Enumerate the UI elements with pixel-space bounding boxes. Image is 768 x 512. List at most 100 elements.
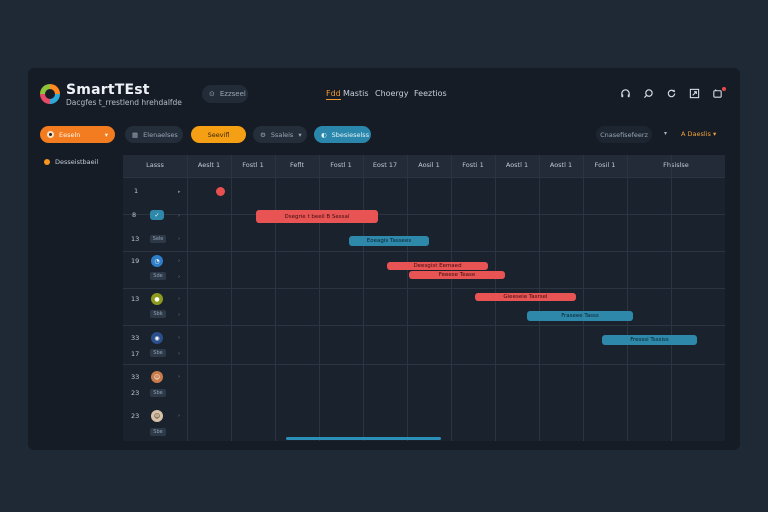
row-tag: Sbe (150, 389, 166, 397)
filter1-label: Eeseln (59, 130, 81, 139)
row-number: 13 (131, 295, 140, 303)
app-name: SmartTEst (66, 82, 150, 98)
task-bar[interactable]: Eoeagis Tassees (349, 236, 429, 246)
column-header[interactable]: Aosil 1 (418, 161, 440, 169)
view-filter-label: Cnasefisefeerz (600, 130, 648, 139)
chevron-down-icon: ▾ (104, 130, 108, 139)
nav-item-1[interactable]: Fdd (326, 89, 341, 100)
filter-button-2[interactable]: ▦ Elenaelses (125, 126, 183, 143)
chevron-down-icon: ▾ (298, 130, 302, 139)
row-tag: Sde (150, 272, 166, 280)
task-bar[interactable]: Fresssi Tsssiss (602, 335, 697, 345)
column-header[interactable]: Feflt (289, 161, 305, 169)
grid-divider (275, 155, 276, 441)
view-filter-button[interactable]: Cnasefisefeerz (596, 126, 652, 143)
task-bar[interactable]: Dsegrie t beeil B Sessal (256, 210, 378, 223)
refresh-icon[interactable] (664, 86, 678, 100)
row-expand-icon[interactable]: › (178, 274, 180, 280)
grid-divider (187, 155, 188, 441)
column-header[interactable]: Aeslt 1 (197, 161, 221, 169)
search-button[interactable]: ⊙ Ezzseel (202, 85, 248, 103)
avatar: ● (151, 293, 163, 305)
grid-row-divider (123, 325, 725, 326)
headphones-icon[interactable] (618, 86, 632, 100)
column-header[interactable]: Eost 17 (372, 161, 398, 169)
share-icon[interactable] (687, 86, 701, 100)
row-expand-icon[interactable]: › (178, 335, 180, 341)
row-expand-icon[interactable]: ▸ (178, 189, 181, 195)
filter2-label: Elenaelses (143, 130, 178, 139)
column-header[interactable]: Aostl 1 (505, 161, 529, 169)
column-header[interactable]: Aostl 1 (549, 161, 573, 169)
app-window: SmartTEst Dacgfes t_rrestlend hrehdalfde… (28, 68, 740, 450)
row-expand-icon[interactable]: › (178, 213, 180, 219)
sort-dropdown[interactable]: A Daeslis ▾ (681, 130, 717, 138)
row-number: 1 (134, 187, 139, 195)
grid-divider (583, 155, 584, 441)
filter-button-3[interactable]: Seevifl (191, 126, 246, 143)
search-icon[interactable] (641, 86, 655, 100)
gantt-header (123, 155, 725, 177)
row-expand-icon[interactable]: › (178, 413, 180, 419)
avatar: ☺ (151, 371, 163, 383)
grid-row-divider (123, 251, 725, 252)
row-number: 8 (132, 211, 137, 219)
row-number: 19 (131, 257, 140, 265)
row-tag: Sele (150, 235, 166, 243)
filter-dropdown-primary[interactable]: Eeseln ▾ (40, 126, 115, 143)
tag-icon: ◐ (321, 130, 327, 139)
row-number: 23 (131, 389, 140, 397)
notification-icon[interactable] (710, 86, 724, 100)
status-dot-icon (44, 159, 50, 165)
row-number: 33 (131, 373, 140, 381)
row-expand-icon[interactable]: › (178, 374, 180, 380)
task-bar[interactable]: Deesgist Eemaed (387, 262, 488, 270)
sidebar-item-label: Desseistbaeil (55, 158, 99, 166)
nav-item-3[interactable]: Choergy (375, 89, 409, 98)
task-bar[interactable]: Fraseee Tasss (527, 311, 633, 321)
chevron-down-icon[interactable]: ▾ (664, 130, 668, 137)
column-header-name[interactable]: Lasss (146, 161, 164, 169)
row-tag: Sbe (150, 349, 166, 357)
filter-dropdown-4[interactable]: ⚙ Ssaleis ▾ (253, 126, 307, 143)
notification-badge (722, 87, 726, 91)
row-expand-icon[interactable]: › (178, 296, 180, 302)
grid-row-divider (123, 364, 725, 365)
task-bar[interactable]: Feeese Tease (409, 271, 505, 279)
grid-divider (407, 155, 408, 441)
row-number: 33 (131, 334, 140, 342)
filter3-label: Seevifl (207, 130, 230, 139)
nav-item-4[interactable]: Feeztios (414, 89, 447, 98)
avatar: ◔ (151, 255, 163, 267)
column-header[interactable]: Fostl 1 (242, 161, 264, 169)
column-header[interactable]: Fhsislse (663, 161, 689, 169)
column-header[interactable]: Fosil 1 (594, 161, 616, 169)
record-icon (47, 131, 54, 138)
horizontal-scrollbar[interactable] (286, 437, 441, 440)
app-subtitle: Dacgfes t_rrestlend hrehdalfde (66, 98, 182, 107)
row-expand-icon[interactable]: › (178, 236, 180, 242)
grid-divider (627, 155, 628, 441)
nav-item-2[interactable]: Mastis (343, 89, 369, 98)
filter-button-5[interactable]: ◐ Sbesieselss (314, 126, 371, 143)
row-expand-icon[interactable]: › (178, 312, 180, 318)
search-label: Ezzseel (219, 90, 246, 98)
row-expand-icon[interactable]: › (178, 258, 180, 264)
row-number: 17 (131, 350, 140, 358)
task-bar[interactable]: Gieeseie Tasrsel (475, 293, 576, 301)
column-header[interactable]: Fostl 1 (330, 161, 352, 169)
row-number: 23 (131, 412, 140, 420)
sidebar-item[interactable]: Desseistbaeil (44, 158, 98, 166)
globe-icon: ◉ (151, 332, 163, 344)
grid-divider (451, 155, 452, 441)
milestone-marker[interactable] (216, 187, 225, 196)
row-tag: Sbe (150, 428, 166, 436)
filter5-label: Sbesieselss (331, 130, 370, 139)
grid-divider (363, 155, 364, 441)
row-expand-icon[interactable]: › (178, 351, 180, 357)
row-tag: Sbk (150, 310, 166, 318)
grid-row-divider (123, 177, 725, 178)
grid-row-divider (123, 288, 725, 289)
filter4-label: Ssaleis (270, 130, 294, 139)
column-header[interactable]: Fosti 1 (462, 161, 484, 169)
